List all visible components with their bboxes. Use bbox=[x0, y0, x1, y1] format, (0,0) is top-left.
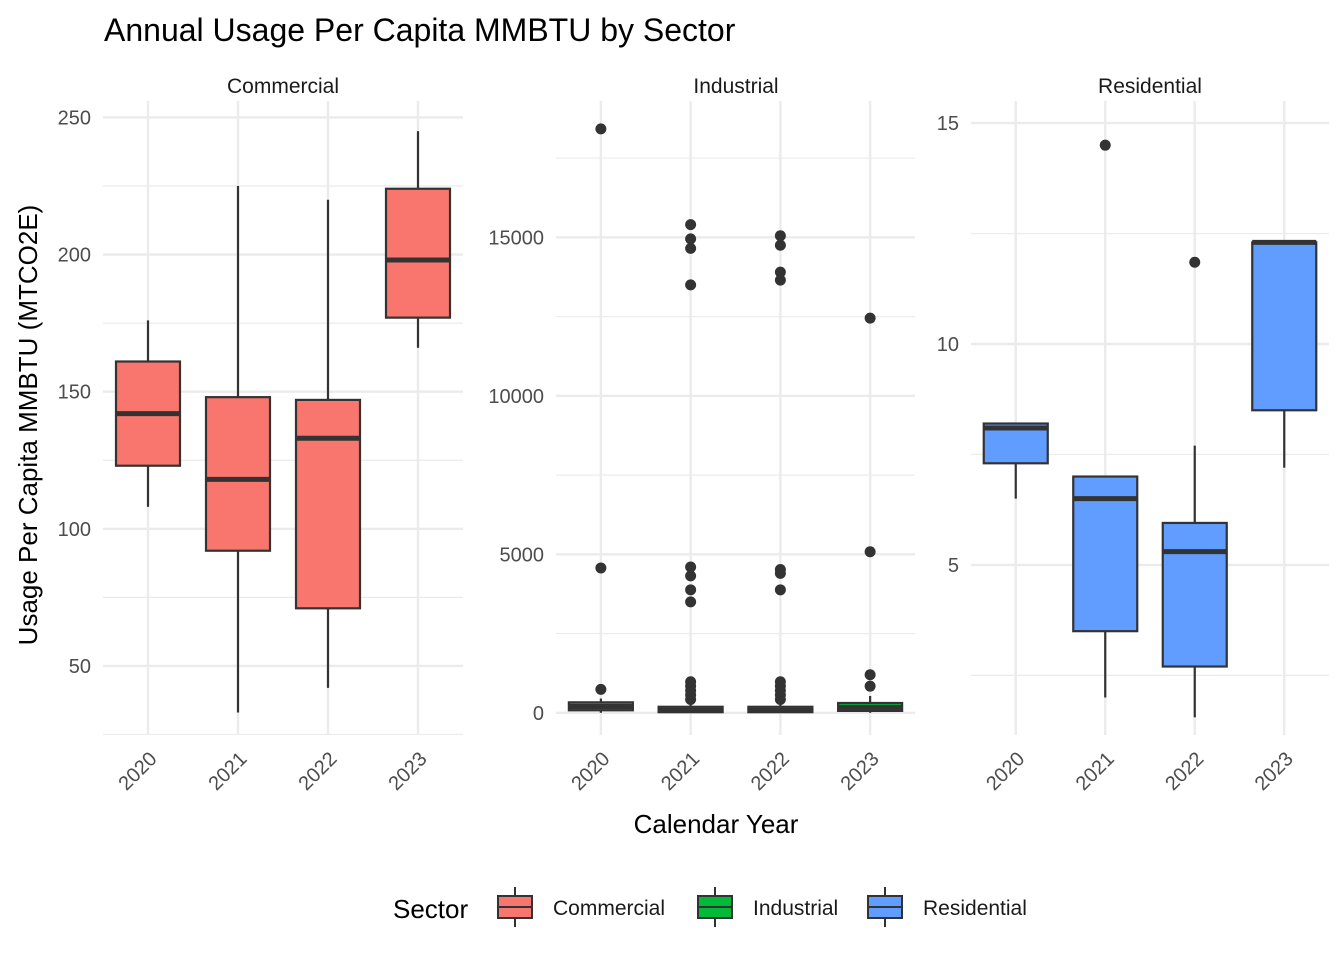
legend-label: Residential bbox=[923, 897, 1027, 920]
box-iqr bbox=[384, 187, 452, 319]
y-tick-label: 200 bbox=[58, 245, 91, 267]
y-tick-label: 50 bbox=[69, 656, 91, 678]
x-tick-label: 2023 bbox=[385, 748, 432, 795]
box-commercial-2023 bbox=[384, 131, 452, 348]
box-commercial-2020 bbox=[114, 320, 182, 507]
outlier-point bbox=[1189, 256, 1201, 268]
x-axis-title: Calendar Year bbox=[634, 809, 799, 839]
outlier-point bbox=[774, 266, 786, 278]
outlier-point bbox=[864, 669, 876, 681]
legend-label: Commercial bbox=[553, 897, 665, 920]
legend-title: Sector bbox=[393, 894, 468, 924]
box-residential-2022 bbox=[1161, 256, 1228, 718]
legend-item-residential: Residential bbox=[867, 887, 1027, 927]
outlier-point bbox=[774, 230, 786, 242]
x-tick-label: 2023 bbox=[1251, 748, 1298, 795]
chart-title: Annual Usage Per Capita MMBTU by Sector bbox=[104, 12, 736, 48]
outlier-point bbox=[685, 561, 697, 573]
legend-label: Industrial bbox=[753, 897, 838, 920]
facet-strip-label: Industrial bbox=[693, 75, 778, 98]
x-tick-label: 2021 bbox=[205, 748, 252, 795]
outlier-point bbox=[595, 562, 607, 574]
outlier-point bbox=[774, 676, 786, 688]
outlier-point bbox=[685, 676, 697, 688]
legend-item-industrial: Industrial bbox=[697, 887, 838, 927]
outlier-point bbox=[685, 279, 697, 291]
y-axis-title: Usage Per Capita MMBTU (MTCO2E) bbox=[13, 205, 43, 646]
outlier-point bbox=[595, 123, 607, 135]
outlier-point bbox=[685, 219, 697, 231]
x-tick-label: 2022 bbox=[295, 748, 342, 795]
outlier-point bbox=[685, 596, 697, 608]
box-industrial-2021 bbox=[657, 219, 724, 714]
outlier-point bbox=[685, 233, 697, 245]
y-tick-label: 0 bbox=[533, 703, 544, 725]
box-industrial-2022 bbox=[747, 230, 814, 714]
outlier-point bbox=[864, 680, 876, 692]
facet-strip-label: Residential bbox=[1098, 75, 1202, 98]
outlier-point bbox=[774, 584, 786, 596]
facet-panel-commercial: Commercial 50 100 150 200 250 2020 2021 2022 2023 bbox=[58, 75, 463, 795]
outlier-point bbox=[595, 683, 607, 695]
outlier-point bbox=[1099, 139, 1111, 151]
box-residential-2020 bbox=[982, 422, 1049, 499]
y-tick-label: 10 bbox=[937, 334, 959, 356]
x-tick-label: 2021 bbox=[1072, 748, 1119, 795]
x-tick-label: 2021 bbox=[657, 748, 704, 795]
box-iqr bbox=[1161, 521, 1228, 668]
facet-panel-residential: Residential 5 10 15 2020 2021 2022 2023 bbox=[937, 75, 1329, 795]
box-iqr bbox=[1251, 241, 1318, 412]
x-tick-label: 2022 bbox=[747, 748, 794, 795]
outlier-point bbox=[774, 564, 786, 576]
legend-item-commercial: Commercial bbox=[497, 887, 665, 927]
box-commercial-2022 bbox=[294, 199, 362, 688]
y-tick-label: 10000 bbox=[488, 386, 544, 408]
box-commercial-2021 bbox=[204, 186, 272, 713]
facet-panel-industrial: Industrial 0 5000 10000 15000 2020 2021 2022 202… bbox=[488, 75, 915, 795]
outlier-point bbox=[685, 242, 697, 254]
x-tick-label: 2020 bbox=[567, 748, 614, 795]
y-tick-label: 100 bbox=[58, 519, 91, 541]
box-iqr bbox=[204, 396, 272, 552]
y-tick-label: 5000 bbox=[500, 544, 545, 566]
box-residential-2021 bbox=[1072, 139, 1139, 698]
y-tick-label: 250 bbox=[58, 107, 91, 129]
legend: Sector Commercial Industrial Residential bbox=[393, 887, 1027, 927]
box-industrial-2023 bbox=[837, 312, 904, 713]
box-industrial-2020 bbox=[567, 123, 634, 713]
x-tick-label: 2020 bbox=[115, 748, 162, 795]
outlier-point bbox=[864, 312, 876, 324]
outlier-point bbox=[685, 570, 697, 582]
y-tick-label: 5 bbox=[948, 555, 959, 577]
x-tick-label: 2022 bbox=[1161, 748, 1208, 795]
outlier-point bbox=[774, 239, 786, 251]
facet-strip-label: Commercial bbox=[227, 75, 339, 98]
y-tick-label: 15 bbox=[937, 113, 959, 135]
outlier-point bbox=[774, 274, 786, 286]
x-tick-label: 2020 bbox=[982, 748, 1029, 795]
outlier-point bbox=[685, 584, 697, 596]
box-iqr bbox=[294, 398, 362, 610]
box-residential-2023 bbox=[1251, 239, 1318, 468]
box-iqr bbox=[1072, 475, 1139, 633]
outlier-point bbox=[864, 546, 876, 558]
y-tick-label: 150 bbox=[58, 382, 91, 404]
x-tick-label: 2023 bbox=[837, 748, 884, 795]
y-tick-label: 15000 bbox=[488, 227, 544, 249]
